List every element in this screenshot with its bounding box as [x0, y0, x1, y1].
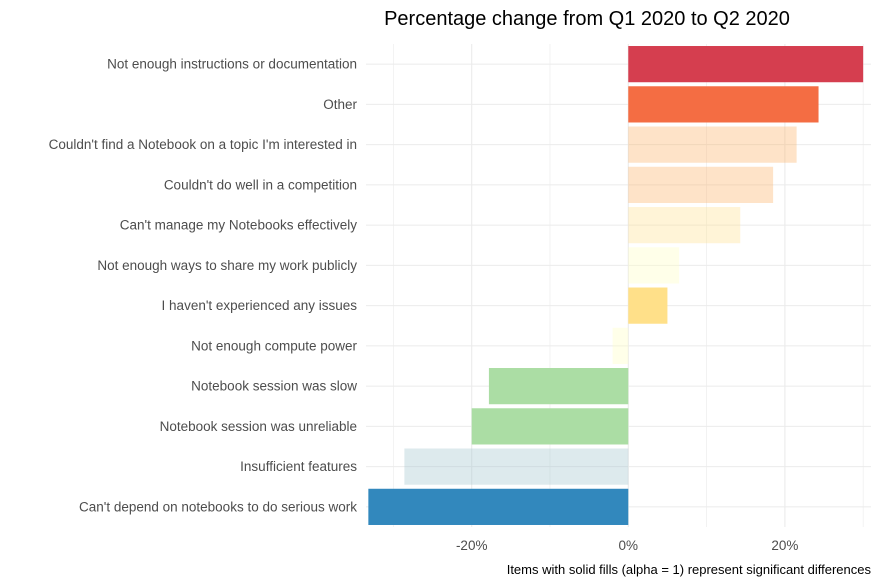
y-tick-label: Couldn't find a Notebook on a topic I'm …: [49, 137, 357, 152]
y-tick-label: Other: [323, 97, 357, 112]
bar: [628, 287, 668, 324]
y-tick-label: Not enough instructions or documentation: [107, 57, 357, 72]
bar: [404, 448, 629, 485]
bar: [368, 488, 629, 525]
y-tick-label: Insufficient features: [240, 459, 357, 474]
bar: [628, 86, 819, 123]
x-tick-label: 0%: [619, 538, 639, 553]
x-tick-label: -20%: [456, 538, 488, 553]
chart-caption: Items with solid fills (alpha = 1) repre…: [507, 562, 872, 577]
bar: [628, 126, 797, 163]
x-axis-labels: -20% 0% 20%: [456, 538, 798, 553]
chart-title: Percentage change from Q1 2020 to Q2 202…: [384, 8, 790, 30]
bar: [628, 46, 864, 83]
bar: [628, 247, 680, 284]
bars: [368, 46, 864, 525]
y-tick-label: I haven't experienced any issues: [162, 298, 358, 313]
bar: [471, 408, 629, 445]
y-tick-label: Notebook session was slow: [191, 379, 357, 394]
y-tick-label: Can't depend on notebooks to do serious …: [79, 499, 357, 514]
bar: [488, 368, 629, 405]
bar: [628, 166, 774, 203]
y-tick-label: Can't manage my Notebooks effectively: [120, 218, 357, 233]
y-tick-label: Couldn't do well in a competition: [164, 177, 357, 192]
y-tick-label: Notebook session was unreliable: [160, 419, 357, 434]
y-axis-labels: Not enough instructions or documentation…: [49, 57, 358, 515]
y-tick-label: Not enough compute power: [191, 338, 357, 353]
bar: [628, 207, 741, 244]
y-tick-label: Not enough ways to share my work publicl…: [97, 258, 357, 273]
x-tick-label: 20%: [771, 538, 798, 553]
bar: [612, 327, 629, 364]
